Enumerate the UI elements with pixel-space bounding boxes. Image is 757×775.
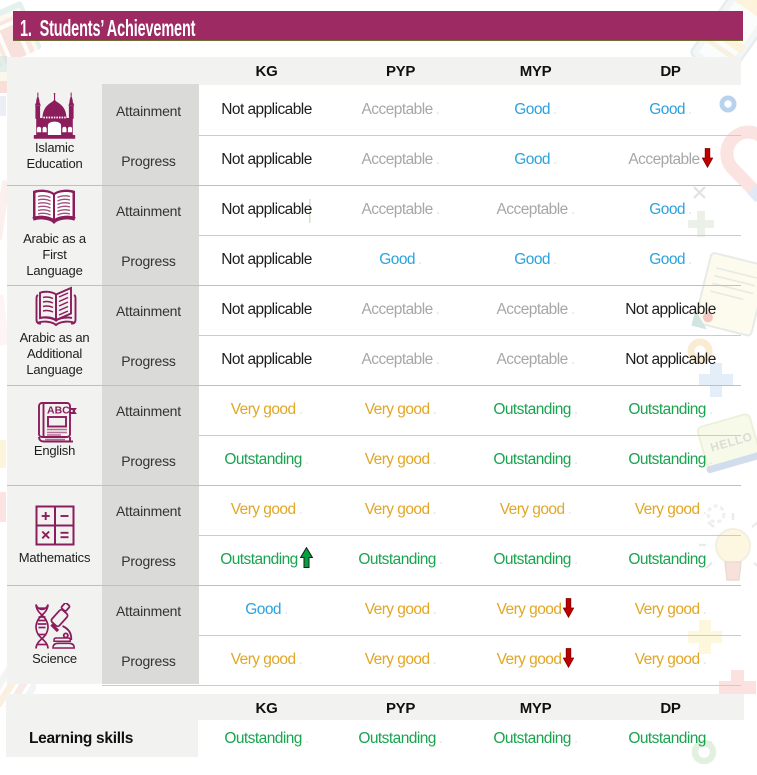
svg-text:ABC: ABC <box>47 405 70 417</box>
